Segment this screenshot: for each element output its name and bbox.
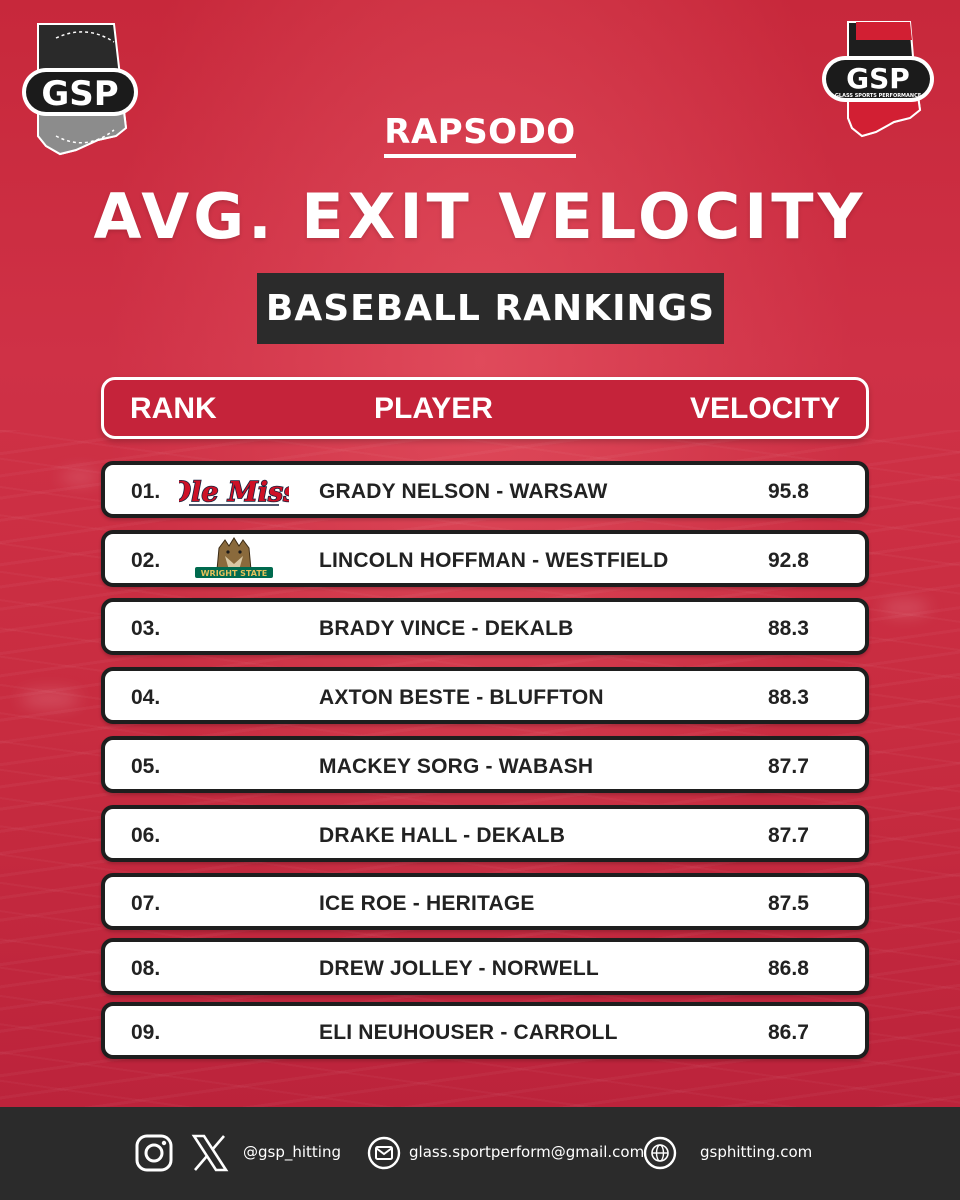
page-title: AVG. EXIT VELOCITY [93, 180, 867, 253]
velocity-cell: 87.7 [768, 824, 809, 847]
velocity-cell: 87.7 [768, 755, 809, 778]
x-icon[interactable] [190, 1133, 230, 1177]
left-logo-text: GSP [41, 74, 118, 114]
gsp-logo-left: GSP [16, 18, 144, 158]
right-logo-text: GSP [846, 62, 910, 95]
player-cell: BRADY VINCE - DEKALB [319, 617, 574, 640]
column-header-velocity: VELOCITY [689, 392, 840, 425]
table-row: 05. MACKEY SORG - WABASH 87.7 [101, 736, 869, 793]
globe-icon[interactable] [643, 1136, 677, 1174]
player-cell: MACKEY SORG - WABASH [319, 755, 594, 778]
svg-text:Ole Miss: Ole Miss [179, 477, 289, 508]
background-light [20, 690, 80, 708]
website-link[interactable]: gsphitting.com [700, 1143, 813, 1161]
player-cell: AXTON BESTE - BLUFFTON [319, 686, 604, 709]
table-row: 01. Ole Miss GRADY NELSON - WARSAW 95.8 [101, 461, 869, 518]
table-row: 04. AXTON BESTE - BLUFFTON 88.3 [101, 667, 869, 724]
kicker-title: RAPSODO [0, 112, 960, 158]
table-row: 07. ICE ROE - HERITAGE 87.5 [101, 873, 869, 930]
rank-cell: 03. [131, 617, 161, 640]
wright-state-logo: WRIGHT STATE [179, 537, 289, 580]
email-address[interactable]: glass.sportperform@gmail.com [409, 1143, 645, 1161]
social-handle[interactable]: @gsp_hitting [243, 1143, 341, 1161]
rank-cell: 09. [131, 1021, 161, 1044]
column-header-rank: RANK [130, 392, 217, 425]
gsp-logo-right: GSP GLASS SPORTS PERFORMANCE [818, 18, 938, 140]
velocity-cell: 88.3 [768, 617, 809, 640]
subtitle-text: BASEBALL RANKINGS [265, 288, 716, 329]
velocity-cell: 95.8 [768, 480, 809, 503]
subtitle-banner: BASEBALL RANKINGS [257, 273, 724, 344]
velocity-cell: 87.5 [768, 892, 809, 915]
table-row: 08. DREW JOLLEY - NORWELL 86.8 [101, 938, 869, 995]
rank-cell: 05. [131, 755, 161, 778]
player-cell: GRADY NELSON - WARSAW [319, 480, 608, 503]
velocity-cell: 88.3 [768, 686, 809, 709]
player-cell: ICE ROE - HERITAGE [319, 892, 535, 915]
table-row: 06. DRAKE HALL - DEKALB 87.7 [101, 805, 869, 862]
velocity-cell: 86.8 [768, 957, 809, 980]
background-light [60, 470, 100, 484]
table-row: 09. ELI NEUHOUSER - CARROLL 86.7 [101, 1002, 869, 1059]
svg-text:WRIGHT STATE: WRIGHT STATE [201, 569, 268, 578]
rank-cell: 07. [131, 892, 161, 915]
velocity-cell: 86.7 [768, 1021, 809, 1044]
ole-miss-logo: Ole Miss [167, 469, 300, 511]
background-light [880, 600, 930, 616]
rank-cell: 02. [131, 549, 161, 572]
rank-cell: 08. [131, 957, 161, 980]
player-cell: ELI NEUHOUSER - CARROLL [319, 1021, 618, 1044]
right-logo-tagline: GLASS SPORTS PERFORMANCE [835, 93, 922, 99]
player-cell: DREW JOLLEY - NORWELL [319, 957, 599, 980]
player-cell: DRAKE HALL - DEKALB [319, 824, 566, 847]
table-row: 03. BRADY VINCE - DEKALB 88.3 [101, 598, 869, 655]
column-header-player: PLAYER [374, 392, 493, 425]
velocity-cell: 92.8 [768, 549, 809, 572]
email-icon[interactable] [367, 1136, 401, 1174]
rank-cell: 04. [131, 686, 161, 709]
table-row: 02. WRIGHT STATE LINCOLN HOFFMAN - WESTF… [101, 530, 869, 587]
contact-footer: @gsp_hitting glass.sportperform@gmail.co… [0, 1107, 960, 1200]
rank-cell: 06. [131, 824, 161, 847]
player-cell: LINCOLN HOFFMAN - WESTFIELD [319, 549, 669, 572]
instagram-icon[interactable] [134, 1133, 174, 1177]
rank-cell: 01. [131, 480, 161, 503]
table-header: RANK PLAYER VELOCITY [101, 377, 869, 439]
